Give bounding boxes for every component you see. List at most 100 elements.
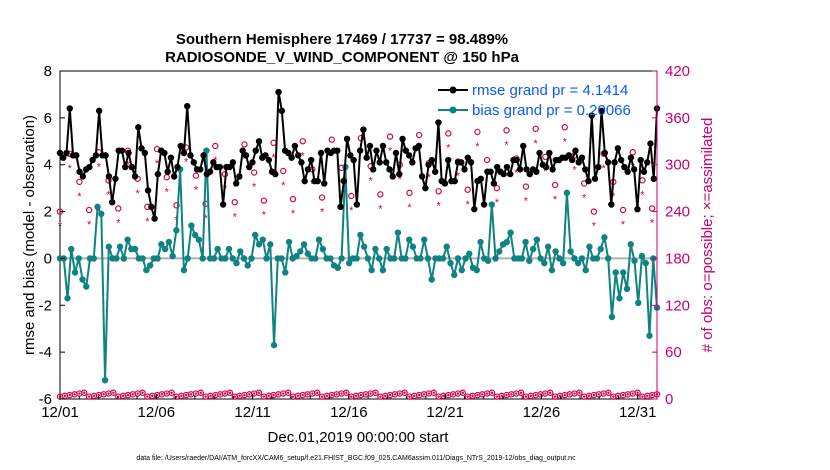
- obs-assimilated-marker: *: [601, 163, 606, 175]
- obs-assimilated-marker: [422, 393, 426, 396]
- obs-assimilated-markers: * * * * * * * * * * * * * * * * * * * * * * * * * * * * * * * * * * * * * * * *…: [58, 136, 659, 398]
- x-tick-label: 12/06: [138, 404, 176, 421]
- obs-assimilated-marker: *: [136, 188, 141, 200]
- rmse-point: [174, 163, 181, 171]
- rmse-point: [272, 170, 279, 178]
- obs-assimilated-marker: [612, 395, 615, 398]
- rmse-point: [118, 147, 126, 154]
- obs-assimilated-marker: [451, 393, 455, 396]
- bias-point: [357, 231, 364, 239]
- obs-assimilated-marker: [78, 392, 81, 395]
- rmse-point: [379, 142, 387, 150]
- obs-assimilated-marker: [165, 392, 168, 395]
- legend-bias-label: bias grand pr = 0.20066: [472, 102, 631, 119]
- obs-assimilated-marker: *: [446, 143, 451, 155]
- obs-assimilated-marker: [374, 391, 377, 394]
- rmse-point: [624, 168, 631, 175]
- bias-point: [225, 245, 233, 253]
- obs-assimilated-marker: [218, 393, 222, 396]
- obs-assimilated-marker: [471, 394, 474, 398]
- obs-assimilated-marker: [68, 393, 71, 397]
- bias-point: [297, 248, 304, 255]
- rmse-point: [575, 159, 582, 166]
- rmse-point: [187, 152, 194, 159]
- obs-possible-marker: [328, 136, 336, 143]
- rmse-point: [340, 177, 348, 185]
- bias-point: [293, 252, 300, 260]
- rmse-point: [647, 140, 654, 147]
- rmse-point: [190, 159, 197, 166]
- obs-possible-marker: [648, 205, 656, 212]
- rmse-point: [490, 180, 498, 187]
- bias-point: [252, 231, 259, 239]
- obs-possible-marker: [314, 389, 321, 396]
- obs-assimilated-marker: [621, 393, 625, 397]
- bias-point: [319, 245, 327, 253]
- obs-possible-marker: [386, 133, 394, 140]
- rmse-point: [627, 154, 635, 161]
- y-axis-right-label: # of obs: o=possible; ×=assimilated: [699, 118, 716, 353]
- rmse-point: [611, 159, 618, 166]
- rmse-point: [369, 166, 377, 173]
- obs-assimilated-marker: *: [252, 182, 257, 194]
- bias-point: [503, 238, 511, 246]
- obs-assimilated-marker: [267, 394, 270, 398]
- bias-point: [368, 266, 375, 274]
- obs-assimilated-marker: [573, 392, 576, 395]
- rmse-point: [112, 175, 119, 182]
- obs-assimilated-marker: *: [456, 171, 461, 183]
- x-tick-label: 12/31: [619, 404, 657, 421]
- rmse-point: [431, 168, 439, 175]
- obs-assimilated-marker: *: [368, 175, 373, 187]
- bias-point: [379, 266, 387, 274]
- rmse-point: [294, 152, 302, 159]
- rmse-point: [102, 152, 109, 159]
- obs-assimilated-marker: *: [349, 205, 354, 217]
- obs-assimilated-marker: [316, 391, 319, 394]
- obs-possible-marker: [110, 389, 117, 396]
- bias-point: [131, 245, 139, 253]
- rmse-point: [353, 201, 361, 208]
- rmse-point: [568, 156, 576, 164]
- bias-point: [345, 259, 353, 267]
- obs-possible-marker: [517, 389, 525, 396]
- bias-point: [488, 201, 495, 208]
- obs-assimilated-marker: [582, 395, 586, 398]
- obs-assimilated-marker: [592, 393, 596, 397]
- bias-point: [154, 255, 161, 262]
- rmse-series: [56, 88, 661, 222]
- bias-point: [567, 248, 574, 255]
- obs-possible-marker: [289, 195, 297, 203]
- obs-assimilated-marker: *: [310, 178, 315, 190]
- obs-assimilated-marker: [136, 392, 139, 395]
- obs-assimilated-marker: *: [407, 202, 412, 214]
- rmse-point: [197, 166, 204, 173]
- bias-point: [233, 259, 240, 267]
- bias-point: [586, 243, 593, 250]
- bias-point: [113, 255, 120, 262]
- obs-assimilated-marker: [650, 393, 654, 397]
- rmse-point: [73, 152, 80, 159]
- y-left-tick-label: 6: [44, 110, 52, 127]
- rmse-point: [386, 166, 393, 173]
- obs-assimilated-marker: [345, 391, 348, 394]
- bias-point: [473, 266, 480, 274]
- obs-possible-marker: [348, 192, 355, 200]
- obs-assimilated-marker: [350, 395, 353, 398]
- obs-possible-marker: [474, 128, 481, 136]
- obs-assimilated-marker: *: [291, 208, 296, 220]
- bias-point: [191, 231, 199, 239]
- x-tick-label: 12/26: [523, 404, 561, 421]
- obs-assimilated-marker: [495, 395, 499, 398]
- bias-point: [631, 257, 638, 264]
- rmse-point: [513, 156, 520, 164]
- rmse-point: [415, 142, 423, 150]
- y-right-tick-label: 120: [665, 297, 690, 314]
- obs-assimilated-marker: [607, 391, 610, 394]
- obs-possible-marker: [629, 149, 636, 156]
- bias-point: [466, 250, 473, 257]
- rmse-point: [608, 201, 615, 208]
- obs-assimilated-marker: [325, 394, 329, 398]
- obs-possible-marker: [483, 156, 491, 164]
- obs-assimilated-marker: [228, 391, 232, 394]
